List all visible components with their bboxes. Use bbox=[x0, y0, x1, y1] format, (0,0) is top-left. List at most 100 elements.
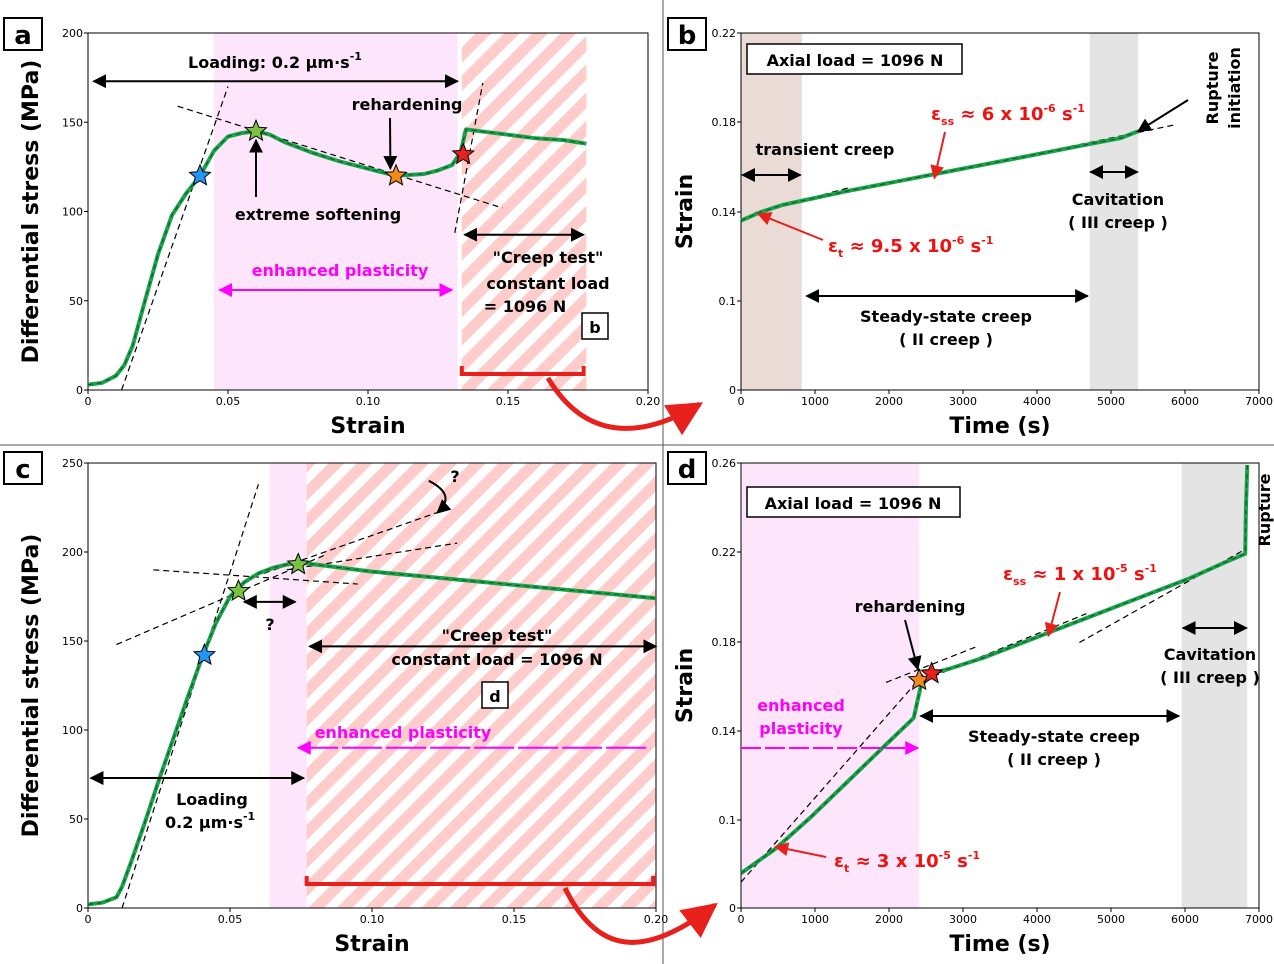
x-axis-label: Time (s) bbox=[949, 414, 1050, 439]
rupture-label: Rupture bbox=[1255, 473, 1274, 546]
enhanced-plasticity-label: enhanced bbox=[757, 696, 845, 715]
x-tick-label: 0.20 bbox=[636, 395, 661, 408]
panel-b-reference-box bbox=[581, 312, 609, 340]
axial-load-box bbox=[746, 43, 963, 75]
secondary-creep-label: ( II creep ) bbox=[1007, 750, 1101, 769]
x-tick-label: 1000 bbox=[801, 395, 829, 408]
loading-label: Loading bbox=[176, 790, 248, 809]
y-tick-label: 100 bbox=[62, 206, 83, 219]
y-tick-label: 200 bbox=[62, 546, 83, 559]
fit-dashed-line bbox=[740, 464, 1248, 874]
steady-state-creep-label: Steady-state creep bbox=[968, 727, 1140, 746]
tangent-dashed-line bbox=[286, 542, 458, 571]
y-axis-label: Strain bbox=[673, 648, 698, 723]
y-tick-label: 250 bbox=[62, 457, 83, 470]
label-part: -5 bbox=[939, 849, 951, 862]
label-part: ≈ 3 x 10 bbox=[849, 851, 938, 872]
rupture-initiation-label: Rupture bbox=[1203, 51, 1222, 124]
y-axis-label: Differential stress (MPa) bbox=[19, 60, 44, 364]
creep-range-bracket bbox=[304, 876, 656, 886]
panel-label-d: d bbox=[667, 451, 707, 485]
creep-test-load-value: = 1096 N bbox=[484, 297, 566, 316]
x-tick-label: 2000 bbox=[875, 913, 903, 926]
y-tick-label: 50 bbox=[69, 295, 83, 308]
tertiary-creep-label: ( III creep ) bbox=[1068, 213, 1168, 232]
svg-text:c: c bbox=[15, 455, 30, 485]
x-tick-label: 7000 bbox=[1245, 395, 1273, 408]
transient-rate-label: εt ≈ 9.5 x 10-6 s-1 bbox=[828, 234, 993, 260]
x-tick-label: 0.05 bbox=[218, 913, 243, 926]
rehardening-pointer bbox=[904, 619, 922, 671]
y-axis-label: Strain bbox=[673, 174, 698, 249]
tangent-dashed-line bbox=[454, 82, 484, 234]
label-part: ≈ 6 x 10 bbox=[954, 104, 1043, 125]
x-tick-label: 0 bbox=[738, 395, 745, 408]
label-part: -1 bbox=[350, 50, 362, 63]
enhanced-plasticity-region bbox=[214, 33, 458, 390]
label-part: ss bbox=[1013, 575, 1027, 588]
label-part: 0.2 μm·s bbox=[165, 813, 243, 832]
connector-arrow-a-to-b bbox=[545, 376, 704, 436]
tangent-dashed-line bbox=[885, 646, 977, 683]
label-part: ε bbox=[1003, 564, 1013, 585]
transient-creep-region bbox=[741, 33, 802, 390]
y-tick-label: 0.14 bbox=[712, 725, 737, 738]
x-tick-label: 5000 bbox=[1097, 395, 1125, 408]
enhanced-plasticity-label: enhanced plasticity bbox=[315, 723, 492, 742]
tangent-dashed-line bbox=[177, 105, 503, 209]
creep-test-constant-load: constant load = 1096 N bbox=[391, 650, 602, 669]
x-tick-label: 0.20 bbox=[644, 913, 669, 926]
data-point-star bbox=[192, 642, 217, 666]
tangent-dashed-line bbox=[116, 555, 324, 646]
panel-d-reference-label: d bbox=[489, 687, 500, 706]
plot-frame bbox=[740, 32, 1260, 391]
label-part: -1 bbox=[1145, 562, 1157, 575]
data-point-star bbox=[451, 142, 475, 165]
panel-label-a: a bbox=[3, 17, 43, 51]
panel-b-chart: 0 1000 2000 3000 4000 5000 6000 7000 0 0.1 0.14 0.1… bbox=[673, 27, 1273, 439]
panel-label-b: b bbox=[667, 17, 707, 51]
label-part: s bbox=[964, 236, 981, 257]
x-axis-label: Strain bbox=[330, 414, 405, 439]
x-axis-label: Time (s) bbox=[949, 932, 1050, 957]
label-part: Loading: 0.2 μm·s bbox=[188, 53, 350, 72]
x-tick-label: 0 bbox=[738, 913, 745, 926]
x-tick-label: 0.10 bbox=[360, 913, 385, 926]
secondary-creep-label: ( II creep ) bbox=[899, 330, 993, 349]
axial-load-box bbox=[746, 486, 961, 518]
svg-text:b: b bbox=[678, 21, 697, 51]
cavitation-region bbox=[1089, 33, 1139, 390]
label-part: -6 bbox=[1043, 102, 1056, 115]
x-tick-label: 5000 bbox=[1097, 913, 1125, 926]
x-tick-label: 0 bbox=[85, 913, 92, 926]
loading-label: Loading: 0.2 μm·s-1 bbox=[188, 50, 362, 72]
y-axis-label: Differential stress (MPa) bbox=[19, 534, 44, 838]
cavitation-label: Cavitation bbox=[1164, 645, 1256, 664]
panel-c-chart: 0 0.05 0.10 0.15 0.20 0 50 100 150 200 250 Strain Di… bbox=[19, 457, 668, 957]
x-tick-label: 2000 bbox=[875, 395, 903, 408]
tangent-dashed-line bbox=[740, 673, 925, 883]
transient-rate-pointer bbox=[756, 212, 824, 241]
enhanced-plasticity-region bbox=[741, 463, 920, 908]
y-tick-label: 0.22 bbox=[712, 546, 737, 559]
panel-b-reference-label: b bbox=[589, 318, 600, 337]
x-tick-label: 7000 bbox=[1245, 913, 1273, 926]
x-tick-label: 0.10 bbox=[356, 395, 381, 408]
steady-rate-pointer bbox=[1044, 591, 1061, 638]
y-tick-label: 0 bbox=[729, 384, 736, 397]
label-part: t bbox=[844, 862, 849, 875]
data-point-star bbox=[919, 661, 944, 684]
rotation-arrow bbox=[428, 479, 452, 514]
label-part: -1 bbox=[1073, 102, 1085, 115]
tangent-dashed-line bbox=[121, 86, 229, 391]
y-tick-label: 0.14 bbox=[712, 206, 737, 219]
y-tick-label: 0 bbox=[76, 902, 83, 915]
label-part: ε bbox=[828, 236, 838, 257]
y-tick-label: 0.18 bbox=[712, 116, 737, 129]
creep-range-bracket bbox=[459, 366, 586, 376]
y-tick-label: 50 bbox=[69, 813, 83, 826]
fit-dashed-line bbox=[87, 128, 587, 386]
svg-text:d: d bbox=[678, 455, 697, 485]
creep-test-constant-load: constant load bbox=[486, 274, 609, 293]
